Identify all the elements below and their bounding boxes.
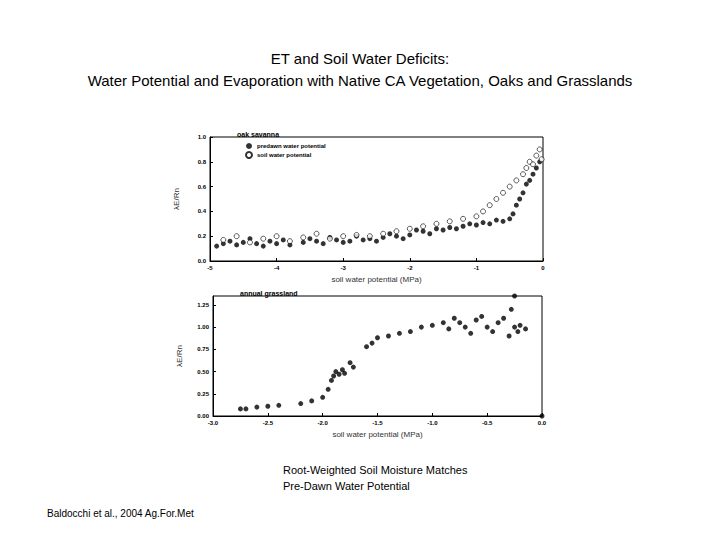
svg-text:1.0: 1.0 — [198, 134, 207, 140]
svg-text:-1.0: -1.0 — [427, 420, 438, 426]
svg-text:predawn water potential: predawn water potential — [257, 143, 326, 149]
svg-text:Pre-Dawn Water Potential: Pre-Dawn Water Potential — [283, 480, 410, 492]
svg-text:-2.0: -2.0 — [317, 420, 328, 426]
svg-text:0: 0 — [541, 265, 545, 271]
svg-text:-5: -5 — [207, 265, 213, 271]
svg-text:-2.5: -2.5 — [263, 420, 274, 426]
svg-text:0.6: 0.6 — [198, 184, 207, 190]
svg-text:λE/Rn: λE/Rn — [175, 345, 184, 367]
svg-text:-1: -1 — [474, 265, 480, 271]
svg-text:0.2: 0.2 — [198, 233, 207, 239]
svg-text:0.0: 0.0 — [538, 420, 547, 426]
svg-text:0.50: 0.50 — [197, 369, 209, 375]
svg-text:0.0: 0.0 — [198, 258, 207, 264]
svg-text:0.75: 0.75 — [197, 346, 209, 352]
svg-text:λE/Rn: λE/Rn — [172, 188, 181, 210]
svg-text:1.25: 1.25 — [197, 302, 209, 308]
svg-text:Water Potential and Evaporatio: Water Potential and Evaporation with Nat… — [88, 72, 633, 89]
svg-text:-3.0: -3.0 — [208, 420, 219, 426]
svg-text:soil water potential: soil water potential — [257, 152, 312, 158]
svg-text:-3: -3 — [341, 265, 347, 271]
svg-text:soil water potential (MPa): soil water potential (MPa) — [332, 430, 423, 439]
svg-text:1.00: 1.00 — [197, 324, 209, 330]
svg-text:-2: -2 — [407, 265, 413, 271]
svg-text:ET and Soil Water Deficits:: ET and Soil Water Deficits: — [271, 50, 449, 67]
svg-text:-0.5: -0.5 — [482, 420, 493, 426]
svg-text:-1.5: -1.5 — [372, 420, 383, 426]
svg-text:Baldocchi et al., 2004 Ag.For.: Baldocchi et al., 2004 Ag.For.Met — [47, 508, 194, 519]
svg-text:annual grassland: annual grassland — [240, 290, 298, 298]
svg-text:0.4: 0.4 — [198, 208, 207, 214]
svg-text:0.00: 0.00 — [197, 413, 209, 419]
svg-text:soil water potential (MPa): soil water potential (MPa) — [331, 275, 422, 284]
svg-text:0.8: 0.8 — [198, 159, 207, 165]
svg-text:Root-Weighted Soil Moisture Ma: Root-Weighted Soil Moisture Matches — [283, 464, 468, 476]
svg-text:oak savanna: oak savanna — [237, 131, 279, 138]
svg-text:0.25: 0.25 — [197, 391, 209, 397]
svg-text:-4: -4 — [274, 265, 280, 271]
